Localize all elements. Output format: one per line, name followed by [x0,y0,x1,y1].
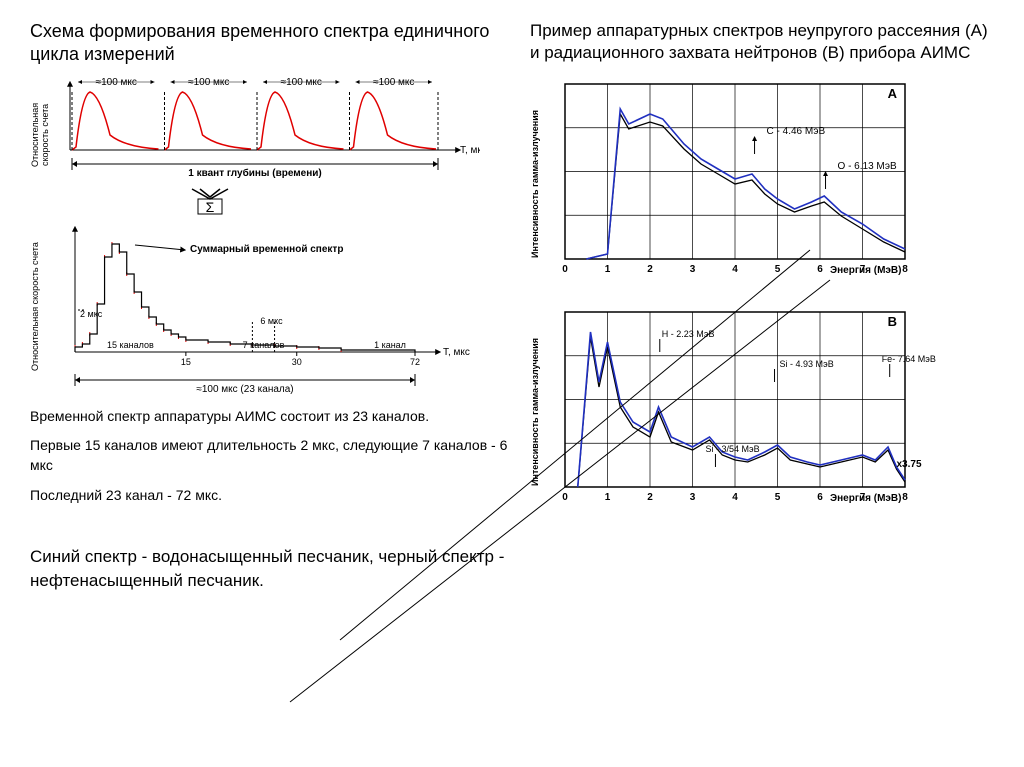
svg-text:C - 4.46 МэВ: C - 4.46 МэВ [767,126,826,137]
upper-peaks-chart: Относительная скорость счета Т, мкс ≈100 … [30,75,510,195]
svg-text:1: 1 [605,492,611,503]
svg-text:8: 8 [902,492,908,503]
svg-text:Т, мкс: Т, мкс [460,145,480,156]
svg-text:5: 5 [775,264,781,275]
svg-text:15 каналов: 15 каналов [107,340,154,350]
svg-text:O - 6.13 МэВ: O - 6.13 МэВ [838,161,897,172]
lower-ylabel: Относительная скорость счета [30,237,40,377]
svg-text:1: 1 [605,264,611,275]
upper-ylabel: Относительная скорость счета [30,100,50,170]
svg-text:Si - 4.93 МэВ: Si - 4.93 МэВ [780,359,834,369]
svg-text:Энергия (МэВ): Энергия (МэВ) [830,493,901,504]
svg-text:4: 4 [732,264,738,275]
svg-text:3: 3 [690,492,696,503]
svg-text:6: 6 [817,264,823,275]
para-3: Последний 23 канал - 72 мкс. [30,486,510,506]
spectrum-chart-a: Интенсивность гамма-излучения 123456780А… [530,74,994,294]
spectrum-chart-b: Интенсивность гамма-излучения 123456780В… [530,302,994,522]
svg-text:1 квант глубины (времени): 1 квант глубины (времени) [188,167,322,179]
para-2: Первые 15 каналов имеют длительность 2 м… [30,436,510,475]
svg-text:В: В [888,314,897,329]
svg-text:Суммарный временной спектр: Суммарный временной спектр [190,244,343,255]
para-legend: Синий спектр - водонасыщенный песчаник, … [30,545,510,593]
svg-text:7 каналов: 7 каналов [243,340,285,350]
svg-text:≈100 мкс: ≈100 мкс [188,77,229,88]
left-title: Схема формирования временного спектра ед… [30,20,510,67]
svg-text:30: 30 [292,357,302,367]
svg-text:≈100 мкс: ≈100 мкс [96,77,137,88]
svg-text:15: 15 [181,357,191,367]
svg-text:≈100 мкс: ≈100 мкс [373,77,414,88]
svg-text:3: 3 [690,264,696,275]
svg-text:Si - 3/54 МэВ: Si - 3/54 МэВ [705,444,759,454]
svg-text:Энергия (МэВ): Энергия (МэВ) [830,265,901,276]
svg-text:x3.75: x3.75 [897,459,922,470]
svg-text:2: 2 [647,492,653,503]
sigma-symbol: Σ [206,199,215,215]
chart-a-ylabel: Интенсивность гамма-излучения [530,94,540,274]
svg-text:≈100 мкс: ≈100 мкс [281,77,322,88]
svg-text:0: 0 [562,492,568,503]
svg-text:6: 6 [817,492,823,503]
svg-text:8: 8 [902,264,908,275]
svg-text:0: 0 [562,264,568,275]
right-title: Пример аппаратурных спектров неупругого … [530,20,994,64]
para-1: Временной спектр аппаратуры АИМС состоит… [30,407,510,427]
chart-b-ylabel: Интенсивность гамма-излучения [530,322,540,502]
svg-text:А: А [888,86,898,101]
svg-text:6 мкс: 6 мкс [260,316,283,326]
lower-histogram-chart: Относительная скорость счета Т, мкс Сумма… [30,217,510,397]
svg-text:72: 72 [410,357,420,367]
svg-text:H - 2.23 МэВ: H - 2.23 МэВ [662,329,715,339]
svg-text:2: 2 [647,264,653,275]
svg-text:1 канал: 1 канал [374,340,406,350]
svg-text:Т, мкс: Т, мкс [443,347,470,358]
svg-text:≈100 мкс (23 канала): ≈100 мкс (23 канала) [196,384,293,395]
svg-text:5: 5 [775,492,781,503]
svg-text:4: 4 [732,492,738,503]
svg-text:Fe- 7.64 МэВ: Fe- 7.64 МэВ [882,354,936,364]
